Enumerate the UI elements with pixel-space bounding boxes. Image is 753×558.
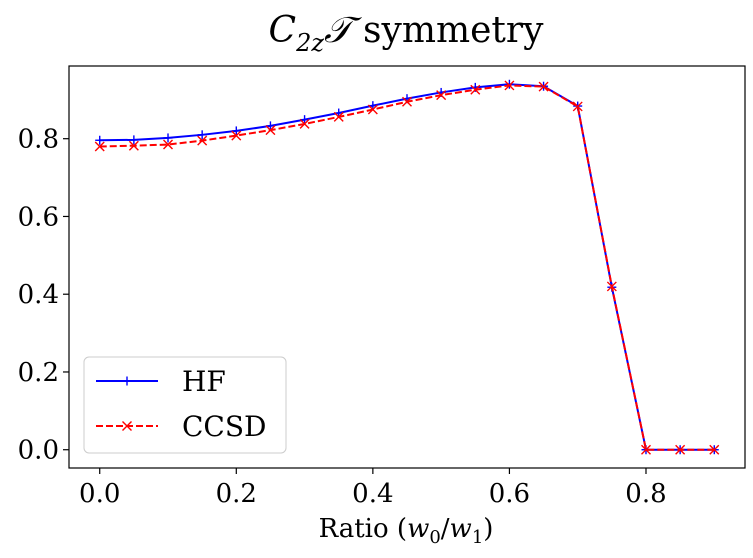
data-point-ccsd bbox=[231, 130, 242, 141]
x-axis-title: Ratio (w0/w1) bbox=[319, 514, 494, 548]
data-point-hf bbox=[504, 79, 514, 89]
xlabel-post: ) bbox=[483, 514, 493, 544]
data-point-ccsd bbox=[402, 96, 412, 107]
data-point-hf bbox=[265, 121, 275, 131]
data-point-ccsd bbox=[606, 281, 617, 292]
legend-marker-ccsd bbox=[122, 421, 132, 431]
plot-area bbox=[68, 65, 746, 469]
data-point-ccsd bbox=[504, 80, 515, 91]
xlabel-pre: Ratio ( bbox=[319, 514, 408, 544]
data-point-ccsd bbox=[299, 118, 310, 129]
data-point-hf bbox=[95, 135, 105, 145]
data-point-ccsd bbox=[470, 84, 481, 95]
xlabel-var1: w bbox=[407, 514, 429, 544]
x-tick-label: 0.8 bbox=[625, 479, 666, 509]
title-main: C bbox=[269, 10, 297, 51]
data-point-ccsd bbox=[709, 444, 720, 455]
data-point-hf bbox=[163, 133, 173, 143]
xlabel-slash: / bbox=[441, 514, 450, 544]
title-sub: 2z bbox=[295, 29, 324, 57]
legend-label-hf: HF bbox=[182, 365, 226, 398]
x-tick-label: 0.0 bbox=[79, 479, 120, 509]
legend-entries: HF CCSD bbox=[96, 365, 266, 443]
xlabel-sub1: 0 bbox=[429, 527, 440, 548]
data-point-hf bbox=[197, 130, 207, 140]
title-rest: symmetry bbox=[352, 10, 545, 51]
x-tick-label: 0.6 bbox=[489, 479, 530, 509]
xlabel-var2: w bbox=[450, 514, 472, 544]
data-point-ccsd bbox=[538, 81, 549, 92]
data-point-ccsd bbox=[675, 444, 686, 455]
data-point-ccsd bbox=[367, 104, 378, 115]
legend: HF CCSD bbox=[83, 356, 287, 454]
data-point-hf bbox=[231, 126, 241, 136]
x-tick-label: 0.4 bbox=[352, 479, 393, 509]
y-tick-label: 0.0 bbox=[18, 436, 59, 466]
y-tick-label: 0.4 bbox=[18, 280, 59, 310]
data-point-ccsd bbox=[265, 125, 276, 136]
data-point-ccsd bbox=[197, 135, 208, 146]
legend-marker-hf bbox=[122, 376, 132, 386]
data-point-ccsd bbox=[128, 140, 139, 151]
y-tick-label: 0.8 bbox=[18, 125, 59, 155]
series-group bbox=[94, 79, 720, 455]
data-point-ccsd bbox=[163, 139, 174, 150]
xlabel-sub2: 1 bbox=[472, 527, 483, 548]
chart-title: C2z𝒯 symmetry bbox=[269, 10, 545, 57]
data-point-ccsd bbox=[333, 111, 344, 122]
data-point-ccsd bbox=[436, 90, 447, 101]
axis-ticks: 0.0 0.2 0.4 0.6 0.8 0.0 0.2 0.4 0.6 0.8 bbox=[18, 125, 667, 509]
x-tick-label: 0.2 bbox=[216, 479, 257, 509]
data-point-ccsd bbox=[640, 444, 651, 455]
y-tick-label: 0.2 bbox=[18, 358, 59, 388]
data-point-ccsd bbox=[572, 101, 583, 112]
data-point-ccsd bbox=[94, 141, 105, 152]
data-point-hf bbox=[300, 115, 310, 125]
y-tick-label: 0.6 bbox=[18, 202, 59, 232]
legend-label-ccsd: CCSD bbox=[182, 410, 266, 443]
data-point-hf bbox=[129, 135, 139, 145]
